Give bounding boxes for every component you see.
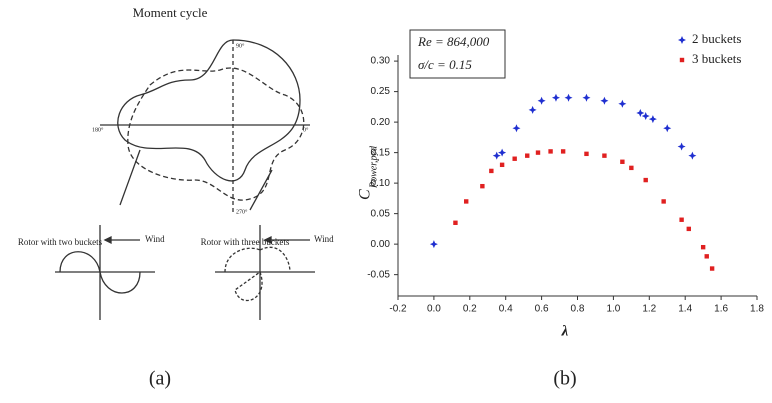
caption: (a) xyxy=(149,368,171,390)
point xyxy=(618,99,627,108)
y-tick-label: 0.30 xyxy=(371,56,391,67)
point xyxy=(620,159,625,164)
point xyxy=(700,244,706,250)
x-tick-label: 0.0 xyxy=(427,304,441,315)
point xyxy=(629,165,634,171)
angle-label: 90° xyxy=(236,42,245,49)
point xyxy=(560,149,566,154)
point xyxy=(499,162,505,168)
y-axis-title: C Power,ped xyxy=(357,145,380,200)
point xyxy=(661,199,666,204)
point xyxy=(600,96,609,105)
point xyxy=(464,199,469,204)
point xyxy=(677,142,686,151)
x-tick-label: 0.8 xyxy=(571,304,585,315)
y-tick-label: 0.05 xyxy=(371,208,391,219)
two-bucket-curve xyxy=(59,251,141,294)
x-tick-label: 1.4 xyxy=(678,304,692,315)
point xyxy=(636,108,645,117)
caption: (b) xyxy=(553,368,576,390)
point xyxy=(551,93,560,102)
point xyxy=(709,266,715,271)
point xyxy=(564,93,573,102)
point xyxy=(498,148,507,157)
annotation: Re = 864,000 xyxy=(417,34,490,49)
three-bucket-cycle xyxy=(127,67,305,201)
pointer xyxy=(249,169,273,211)
point xyxy=(492,151,501,160)
point xyxy=(489,168,494,174)
x-tick-label: 1.0 xyxy=(606,304,620,315)
arrow-head xyxy=(263,235,272,245)
y-axis-title-sub: Power,ped xyxy=(368,145,379,189)
annotation: σ/c = 0.15 xyxy=(418,57,472,72)
wind-label: Wind xyxy=(314,234,334,244)
point xyxy=(584,151,589,157)
angle-label: 270° xyxy=(236,208,248,215)
point xyxy=(688,151,697,160)
annotation-box xyxy=(409,29,506,79)
wind-label: Wind xyxy=(145,234,165,244)
x-tick-label: 1.8 xyxy=(750,304,764,315)
x-axis-title: λ xyxy=(561,323,569,339)
point xyxy=(663,124,672,133)
point xyxy=(643,177,648,183)
point xyxy=(525,153,530,158)
y-axis-title-main: C xyxy=(357,189,374,200)
y-tick-label: 0.00 xyxy=(371,239,391,250)
x-tick-label: -0.2 xyxy=(389,304,407,315)
point xyxy=(548,149,553,154)
pointer xyxy=(119,149,141,206)
angle-label: 180° xyxy=(92,126,104,133)
point xyxy=(535,150,541,155)
point xyxy=(480,183,485,189)
x-tick-label: 0.4 xyxy=(499,304,513,315)
x-tick-label: 1.6 xyxy=(714,304,728,315)
point xyxy=(429,240,438,249)
point xyxy=(641,112,650,121)
legend-label: 2 buckets xyxy=(692,31,741,46)
point xyxy=(582,93,591,102)
point xyxy=(512,124,521,133)
legend-marker xyxy=(678,36,686,44)
three-bucket-curve xyxy=(224,246,291,302)
y-tick-label: 0.15 xyxy=(371,147,391,158)
y-tick-label: 0.10 xyxy=(371,178,391,189)
x-tick-label: 0.2 xyxy=(463,304,477,315)
point xyxy=(704,254,709,259)
point xyxy=(512,156,517,161)
point xyxy=(648,115,657,124)
point xyxy=(453,220,458,225)
x-tick-label: 1.2 xyxy=(642,304,656,315)
y-tick-label: -0.05 xyxy=(367,269,390,280)
point xyxy=(679,217,684,222)
y-tick-label: 0.20 xyxy=(371,117,391,128)
rotor-label: Rotor with two buckets xyxy=(18,237,103,247)
point xyxy=(537,96,546,105)
x-tick-label: 0.6 xyxy=(535,304,549,315)
rotor-label: Rotor with three buckets xyxy=(201,237,290,247)
moment-diagram xyxy=(55,39,315,320)
arrow-head xyxy=(103,235,112,245)
point xyxy=(602,153,607,158)
angle-label: 0° xyxy=(303,126,309,133)
y-tick-label: 0.25 xyxy=(371,86,391,97)
two-bucket-cycle xyxy=(117,39,301,182)
legend-marker xyxy=(679,57,685,63)
diagram-title: Moment cycle xyxy=(133,5,208,20)
point xyxy=(686,226,691,232)
legend-label: 3 buckets xyxy=(692,51,741,66)
point xyxy=(528,105,537,114)
